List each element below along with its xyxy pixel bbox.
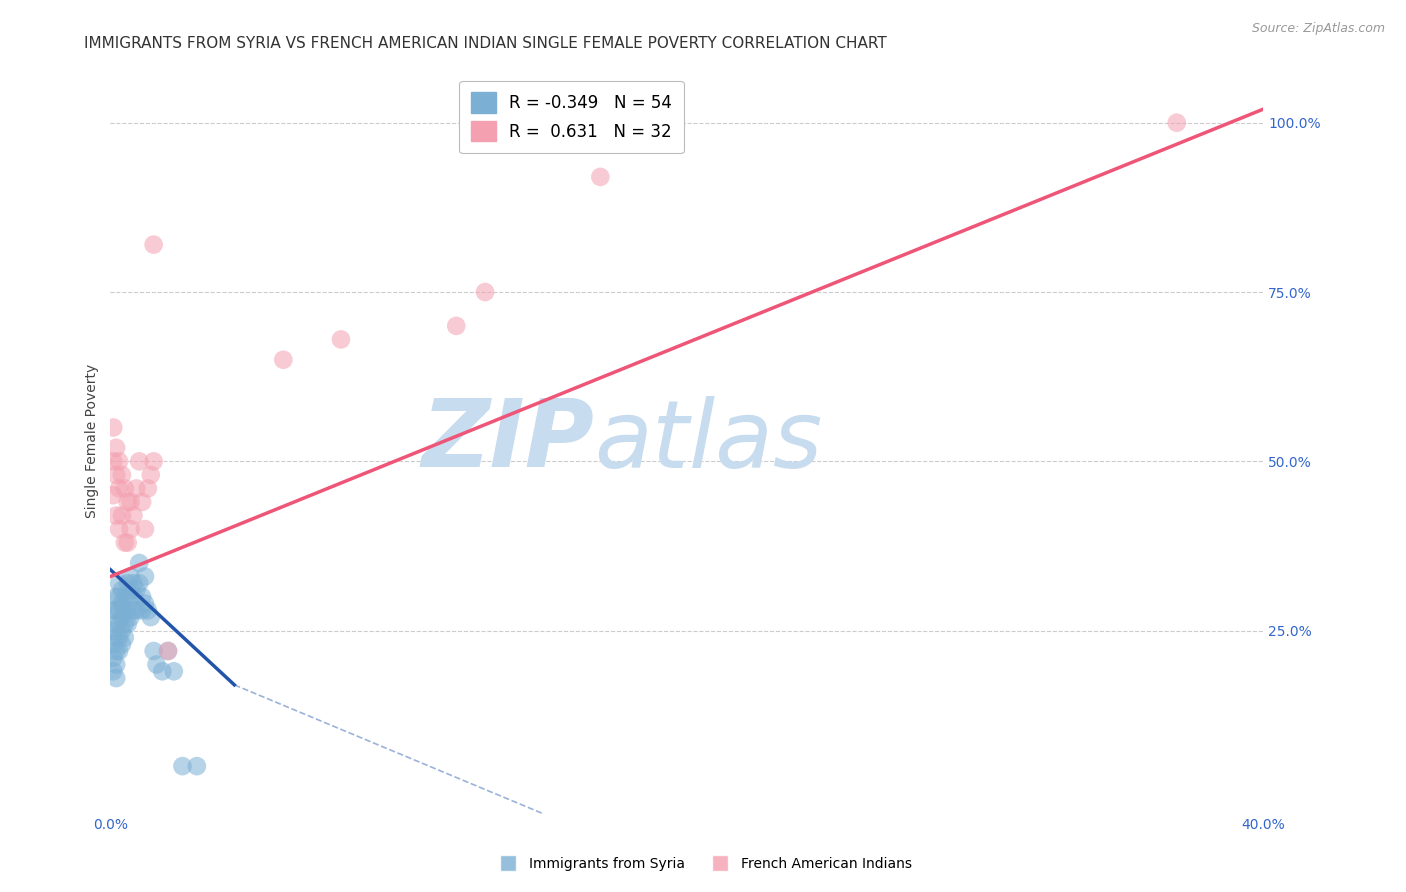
Point: [142, 644, 165, 658]
Y-axis label: Single Female Poverty: Single Female Poverty: [86, 364, 100, 518]
Point: [103, 624, 125, 638]
Point: [122, 576, 145, 591]
Point: [122, 508, 145, 523]
Point: [105, 590, 128, 604]
Legend: R = -0.349   N = 54, R =  0.631   N = 32: R = -0.349 N = 54, R = 0.631 N = 32: [460, 80, 683, 153]
Text: Source: ZipAtlas.com: Source: ZipAtlas.com: [1251, 22, 1385, 36]
Point: [108, 522, 131, 536]
Point: [150, 665, 173, 679]
Point: [117, 590, 139, 604]
Point: [105, 671, 128, 685]
Point: [474, 285, 496, 299]
Point: [105, 644, 128, 658]
Point: [103, 650, 125, 665]
Point: [128, 454, 150, 468]
Point: [103, 420, 125, 434]
Point: [125, 603, 148, 617]
Point: [131, 590, 153, 604]
Point: [103, 637, 125, 651]
Point: [117, 535, 139, 549]
Point: [105, 603, 128, 617]
Point: [105, 441, 128, 455]
Point: [136, 482, 159, 496]
Point: [111, 624, 134, 638]
Point: [105, 467, 128, 482]
Point: [157, 644, 180, 658]
Point: [114, 603, 136, 617]
Point: [108, 603, 131, 617]
Point: [186, 759, 208, 773]
Point: [120, 495, 142, 509]
Point: [117, 495, 139, 509]
Point: [103, 454, 125, 468]
Point: [108, 482, 131, 496]
Point: [108, 590, 131, 604]
Point: [157, 644, 180, 658]
Point: [172, 759, 194, 773]
Point: [111, 637, 134, 651]
Point: [105, 616, 128, 631]
Point: [120, 522, 142, 536]
Point: [131, 603, 153, 617]
Point: [108, 454, 131, 468]
Point: [122, 590, 145, 604]
Point: [111, 467, 134, 482]
Point: [108, 576, 131, 591]
Text: IMMIGRANTS FROM SYRIA VS FRENCH AMERICAN INDIAN SINGLE FEMALE POVERTY CORRELATIO: IMMIGRANTS FROM SYRIA VS FRENCH AMERICAN…: [84, 36, 887, 51]
Point: [125, 582, 148, 597]
Point: [105, 508, 128, 523]
Point: [139, 467, 162, 482]
Point: [131, 495, 153, 509]
Point: [105, 657, 128, 672]
Point: [103, 665, 125, 679]
Legend: Immigrants from Syria, French American Indians: Immigrants from Syria, French American I…: [489, 851, 917, 876]
Point: [108, 616, 131, 631]
Point: [111, 597, 134, 611]
Point: [134, 522, 156, 536]
Point: [134, 569, 156, 583]
Point: [117, 576, 139, 591]
Point: [103, 488, 125, 502]
Point: [114, 590, 136, 604]
Point: [589, 169, 612, 184]
Point: [136, 603, 159, 617]
Point: [108, 631, 131, 645]
Point: [142, 237, 165, 252]
Point: [108, 644, 131, 658]
Point: [145, 657, 167, 672]
Point: [163, 665, 186, 679]
Point: [114, 631, 136, 645]
Point: [114, 616, 136, 631]
Point: [111, 582, 134, 597]
Point: [142, 454, 165, 468]
Point: [446, 318, 468, 333]
Point: [103, 603, 125, 617]
Point: [1166, 116, 1188, 130]
Point: [120, 610, 142, 624]
Point: [330, 333, 353, 347]
Point: [120, 569, 142, 583]
Point: [114, 535, 136, 549]
Point: [139, 610, 162, 624]
Point: [128, 576, 150, 591]
Point: [117, 616, 139, 631]
Point: [273, 352, 295, 367]
Point: [117, 603, 139, 617]
Text: atlas: atlas: [595, 395, 823, 486]
Point: [111, 610, 134, 624]
Point: [111, 508, 134, 523]
Point: [125, 482, 148, 496]
Point: [128, 556, 150, 570]
Point: [105, 631, 128, 645]
Point: [120, 582, 142, 597]
Point: [114, 482, 136, 496]
Point: [122, 603, 145, 617]
Point: [134, 597, 156, 611]
Text: ZIP: ZIP: [422, 395, 595, 487]
